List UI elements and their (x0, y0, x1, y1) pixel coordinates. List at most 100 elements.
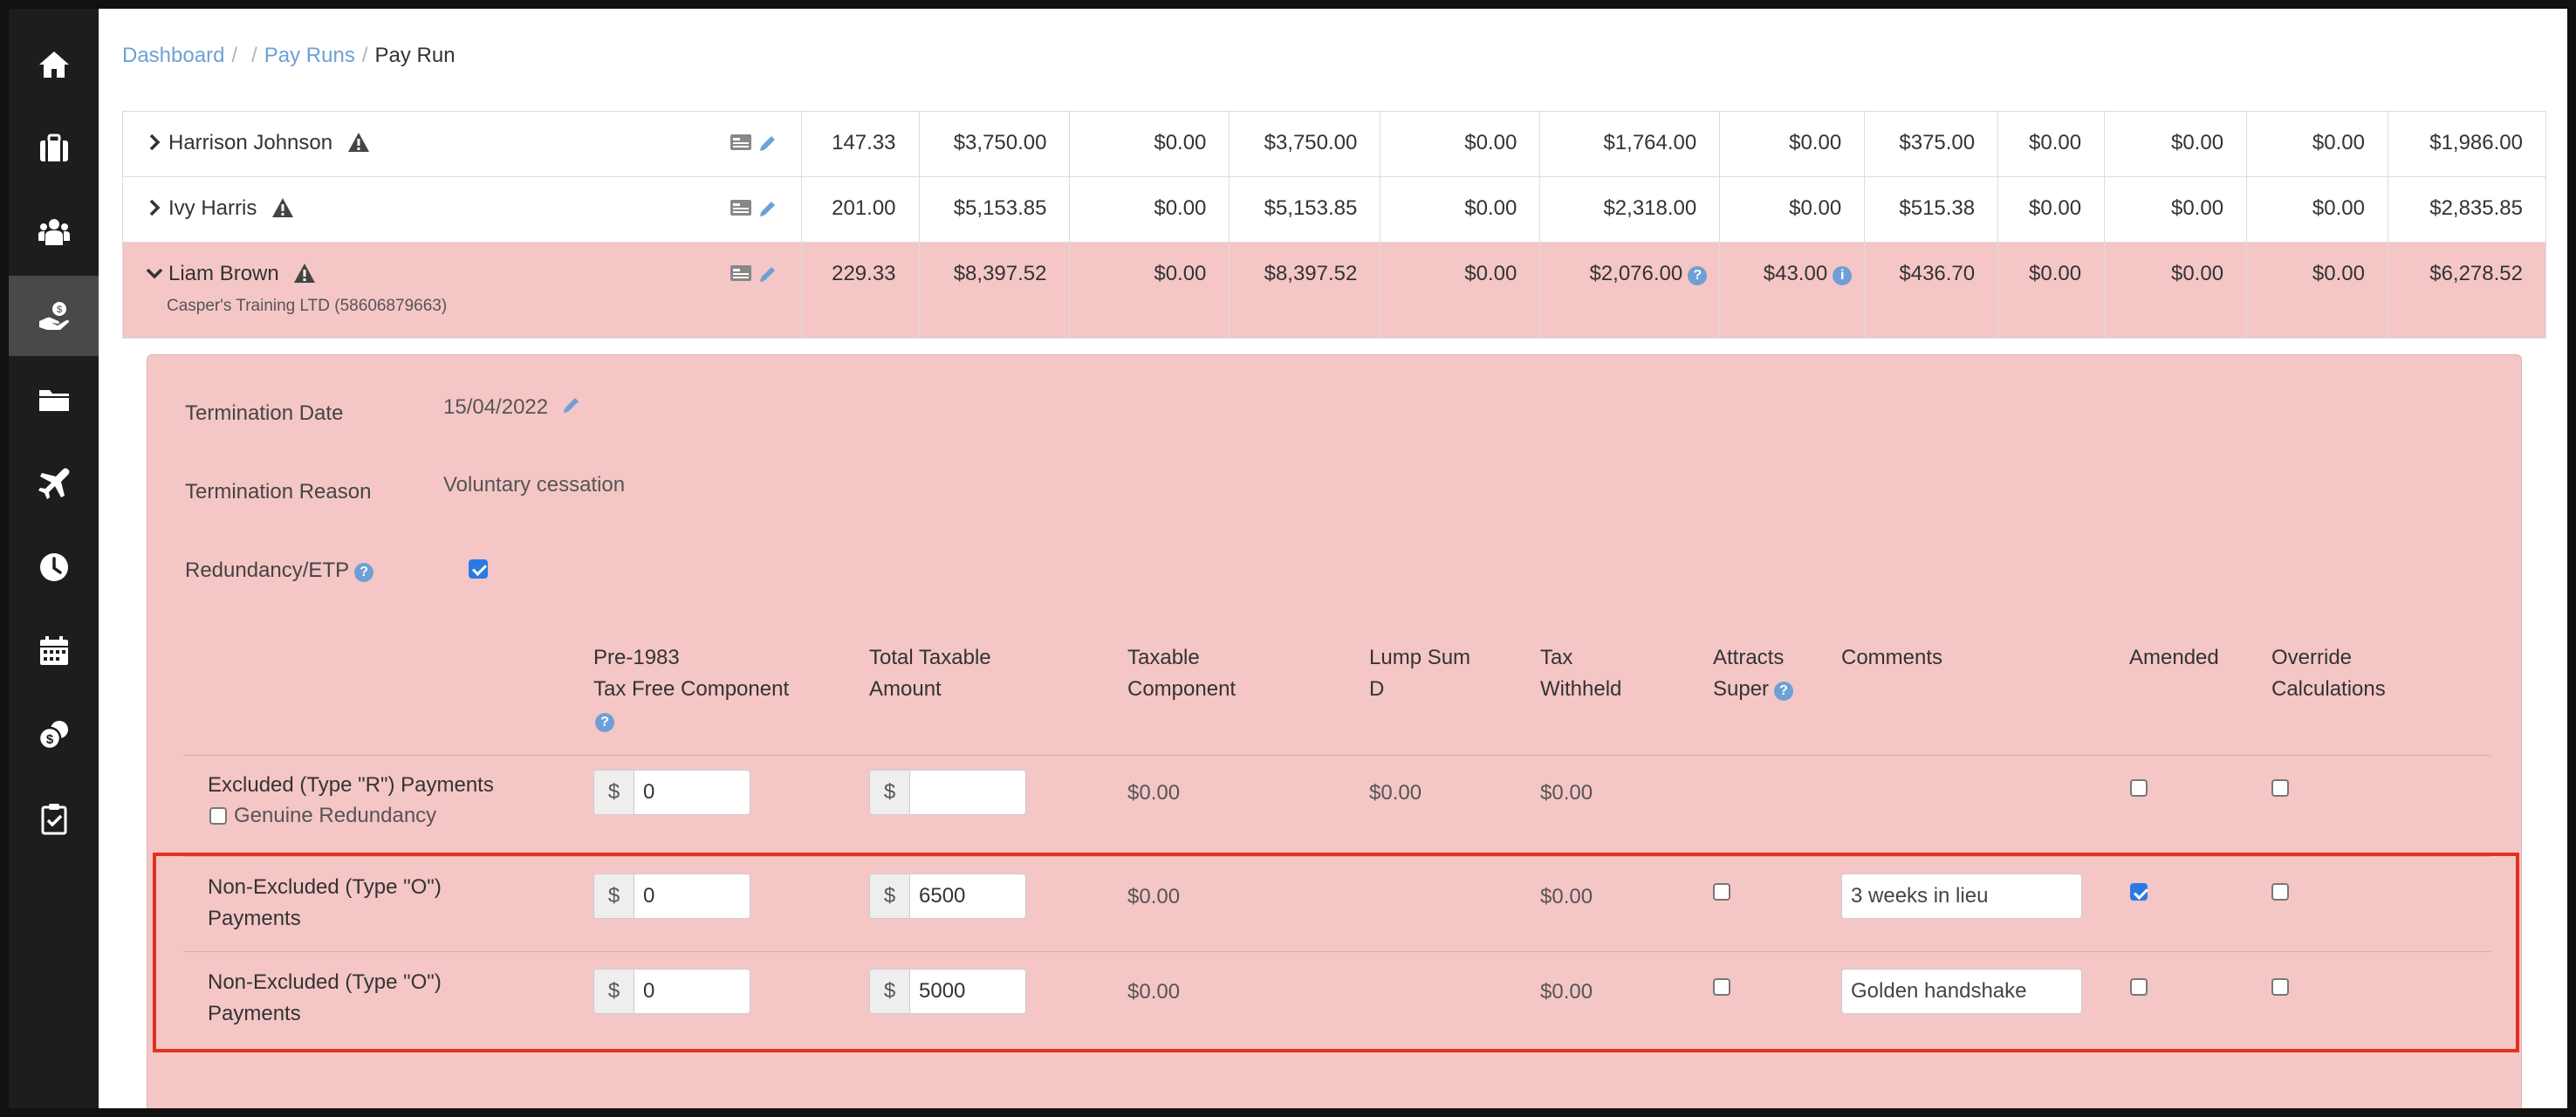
hours-cell: 229.33 (800, 242, 920, 339)
nav-payments[interactable]: $ (9, 695, 99, 775)
taxable-amount-input[interactable]: $5000 (869, 969, 1026, 1014)
attracts-super-checkbox[interactable] (1713, 978, 1730, 996)
question-icon[interactable]: ? (354, 563, 374, 582)
taxable-component-value: $0.00 (1127, 885, 1181, 908)
header-line: Taxable (1127, 646, 1200, 669)
super-cell: $436.70 (1864, 242, 1999, 339)
amount-cell: $0.00 (2246, 242, 2388, 339)
amended-checkbox[interactable] (2130, 978, 2148, 996)
nav-leave[interactable] (9, 443, 99, 524)
coins-icon: $ (38, 721, 68, 750)
employee-name[interactable]: Harrison Johnson (168, 131, 333, 154)
override-checkbox[interactable] (2271, 978, 2289, 996)
chevron-right-icon[interactable] (146, 133, 163, 152)
super-cell: $375.00 (1864, 111, 1999, 177)
row-label-non-excluded: Non-Excluded (Type "O") Payments (208, 872, 442, 935)
pay-run-table: Harrison Johnson 147.33 $3,750.00 $0.00 … (122, 111, 2547, 339)
header-line: Tax (1540, 646, 1573, 669)
pre1983-value[interactable]: 0 (643, 979, 655, 1003)
briefcase-icon (39, 134, 68, 161)
lump-sum-d-value: $0.00 (1369, 781, 1422, 805)
people-icon (38, 219, 70, 245)
payslip-icon[interactable] (730, 264, 752, 283)
amount-cell: $0.00 (1719, 111, 1866, 177)
warning-icon[interactable] (271, 197, 294, 218)
amended-checkbox[interactable] (2130, 779, 2148, 797)
header-comments: Comments (1841, 646, 1943, 669)
tax-value: $2,076.00 (1589, 262, 1683, 285)
header-attracts-super: Attracts Super? (1713, 642, 1794, 705)
table-row-expanded[interactable]: Liam Brown Casper's Training LTD (586068… (122, 242, 2547, 339)
nav-employees[interactable] (9, 192, 99, 272)
genuine-redundancy-checkbox[interactable] (209, 807, 227, 825)
gross-cell: $8,397.52 (918, 242, 1071, 339)
pencil-icon[interactable] (757, 133, 778, 154)
hours-cell: 147.33 (800, 111, 920, 177)
override-checkbox[interactable] (2271, 779, 2289, 797)
pre1983-value[interactable]: 0 (643, 884, 655, 908)
gross-cell: $5,153.85 (918, 176, 1071, 243)
attracts-super-checkbox[interactable] (1713, 883, 1730, 901)
tax-withheld-value: $0.00 (1540, 781, 1593, 805)
nav-timesheets[interactable] (9, 527, 99, 607)
currency-addon: $ (870, 970, 910, 1013)
pre1983-input[interactable]: $0 (593, 874, 750, 919)
nav-home[interactable] (9, 24, 99, 105)
header-tax-withheld: Tax Withheld (1540, 642, 1621, 705)
pre1983-input[interactable]: $0 (593, 770, 750, 815)
question-icon[interactable]: ? (595, 713, 614, 732)
pre1983-value[interactable]: 0 (643, 780, 655, 804)
question-icon[interactable]: ? (1688, 266, 1708, 285)
header-line: Lump Sum (1369, 646, 1471, 669)
payslip-icon[interactable] (730, 133, 752, 152)
comment-input[interactable]: Golden handshake (1841, 969, 2082, 1014)
table-row[interactable]: Ivy Harris 201.00 $5,153.85 $0.00 $5,153… (122, 176, 2547, 243)
nav-calendar[interactable] (9, 611, 99, 691)
warning-icon[interactable] (347, 132, 370, 153)
nav-pay-runs[interactable]: $ (9, 276, 99, 356)
info-icon[interactable]: i (1833, 266, 1853, 285)
taxable-amount-value[interactable] (910, 771, 1025, 814)
header-line: Attracts (1713, 646, 1785, 669)
warning-icon[interactable] (293, 263, 316, 284)
comment-input[interactable]: 3 weeks in lieu (1841, 874, 2082, 919)
breadcrumb-dashboard[interactable]: Dashboard (122, 44, 225, 67)
employee-name-cell[interactable]: Liam Brown Casper's Training LTD (586068… (122, 242, 802, 339)
pencil-icon[interactable] (757, 198, 778, 219)
amount-cell: $0.00 (1069, 176, 1230, 243)
taxable-amount-value[interactable]: 6500 (919, 884, 966, 908)
row-label-non-excluded: Non-Excluded (Type "O") Payments (208, 967, 442, 1030)
termination-reason-label: Termination Reason (185, 480, 372, 504)
taxable-amount-input[interactable]: $6500 (869, 874, 1026, 919)
taxable-amount-value[interactable]: 5000 (919, 979, 966, 1003)
chevron-down-icon[interactable] (144, 265, 165, 283)
question-icon[interactable]: ? (1774, 682, 1794, 701)
pencil-icon[interactable] (757, 264, 778, 284)
row-label-excluded: Excluded (Type "R") Payments (208, 773, 494, 797)
override-checkbox[interactable] (2271, 883, 2289, 901)
divider (183, 856, 2490, 857)
nav-businesses[interactable] (9, 108, 99, 188)
divider (183, 755, 2490, 756)
breadcrumb-current: Pay Run (374, 44, 456, 67)
pencil-icon[interactable] (561, 394, 582, 415)
amount-value: $43.00 (1763, 262, 1828, 285)
nav-documents[interactable] (9, 360, 99, 440)
breadcrumb: Dashboard / / Pay Runs / Pay Run (122, 44, 456, 68)
employee-name[interactable]: Liam Brown (168, 262, 279, 285)
nav-reports[interactable] (9, 778, 99, 859)
amended-checkbox[interactable] (2130, 883, 2148, 901)
redundancy-checkbox[interactable] (469, 559, 488, 579)
amount-cell: $0.00 (1997, 111, 2106, 177)
pay-hand-icon: $ (38, 302, 69, 330)
breadcrumb-pay-runs[interactable]: Pay Runs (264, 44, 355, 67)
pre1983-input[interactable]: $0 (593, 969, 750, 1014)
chevron-right-icon[interactable] (146, 198, 163, 217)
taxable-amount-input[interactable]: $ (869, 770, 1026, 815)
payslip-icon[interactable] (730, 198, 752, 217)
employee-name-cell[interactable]: Harrison Johnson (122, 111, 802, 177)
employee-name-cell[interactable]: Ivy Harris (122, 176, 802, 243)
employee-name[interactable]: Ivy Harris (168, 196, 257, 220)
svg-text:$: $ (56, 305, 61, 315)
table-row[interactable]: Harrison Johnson 147.33 $3,750.00 $0.00 … (122, 111, 2547, 177)
